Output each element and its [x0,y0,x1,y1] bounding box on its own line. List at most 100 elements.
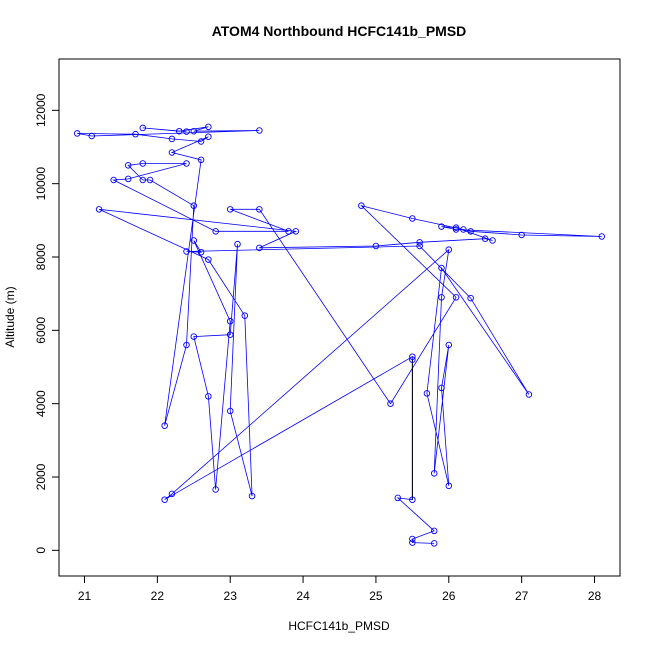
x-tick-label: 25 [369,589,383,603]
data-point [358,202,365,209]
data-point [226,331,234,338]
y-tick-label: 12000 [34,93,48,127]
data-point [190,127,198,135]
data-point [212,486,219,493]
series-points [73,123,606,547]
data-point [183,160,190,167]
data-point [409,356,416,363]
data-point [438,223,445,230]
data-point [460,226,467,233]
data-point [197,138,205,145]
y-axis-label: Altitude (m) [3,286,17,347]
data-point [409,215,416,222]
data-point [372,242,380,250]
data-point [452,226,460,233]
data-point [183,248,190,255]
data-point [467,228,474,235]
data-point [445,482,453,490]
data-point [95,206,103,213]
data-point [430,540,438,547]
data-point [438,294,445,301]
data-point [205,256,212,263]
data-point [409,353,416,360]
data-point [205,133,212,140]
data-point [212,228,219,235]
data-point [518,231,525,239]
data-point [256,206,263,213]
data-point [248,492,256,500]
data-point [438,264,445,272]
data-point [132,130,139,138]
chart-title: ATOM4 Northbound HCFC141b_PMSD [212,23,467,39]
data-point [88,132,96,140]
data-point [190,202,198,209]
data-point [256,127,263,134]
data-point [205,393,212,400]
data-point [416,242,423,250]
data-point [430,527,438,535]
data-point [452,224,460,231]
data-point [190,333,198,340]
data-point [226,407,234,415]
x-tick-label: 21 [78,589,92,603]
y-tick-label: 6000 [34,317,48,344]
x-tick-label: 23 [224,589,238,603]
data-point [452,294,460,301]
x-tick-label: 22 [151,589,165,603]
data-point [445,341,453,349]
y-tick-label: 2000 [34,463,48,490]
y-tick-label: 4000 [34,390,48,417]
x-tick-label: 27 [515,589,529,603]
data-point [183,341,190,349]
data-point [110,176,117,184]
x-axis: 21 22 23 24 25 26 27 28 [78,575,602,603]
data-point [387,400,394,407]
data-point [525,391,533,398]
data-point [226,317,234,325]
y-tick-label: 0 [34,547,48,554]
data-point [445,246,453,253]
data-point [146,176,154,184]
data-point [124,162,132,169]
data-point [438,384,445,392]
x-axis-label: HCFC141b_PMSD [288,619,390,633]
data-point [430,470,438,477]
data-point [423,390,431,397]
data-point [409,535,416,543]
x-tick-label: 26 [442,589,456,603]
data-point [197,248,205,256]
data-point [161,496,168,503]
data-point [190,237,198,244]
series-line [77,126,602,544]
series-lines [77,126,602,544]
data-point [183,128,190,135]
data-point [197,156,205,164]
data-point [481,235,489,242]
data-point [394,494,402,502]
data-point [409,496,416,503]
data-point [241,312,249,319]
data-point [467,294,474,302]
data-point [139,160,147,167]
data-point [73,130,81,137]
data-point [161,422,168,429]
data-point [234,240,241,248]
data-point [598,233,606,240]
data-point [489,237,496,244]
data-point [226,206,234,213]
data-point [256,244,263,252]
x-tick-label: 24 [296,589,310,603]
data-point [124,175,132,183]
data-point [285,228,292,235]
data-point [416,239,423,246]
data-point [175,127,183,135]
data-point [168,135,176,143]
data-point [168,490,176,498]
x-tick-label: 28 [588,589,602,603]
data-point [139,124,147,132]
data-point [292,228,300,235]
y-tick-label: 8000 [34,243,48,270]
data-point [409,539,416,546]
data-point [168,149,176,156]
